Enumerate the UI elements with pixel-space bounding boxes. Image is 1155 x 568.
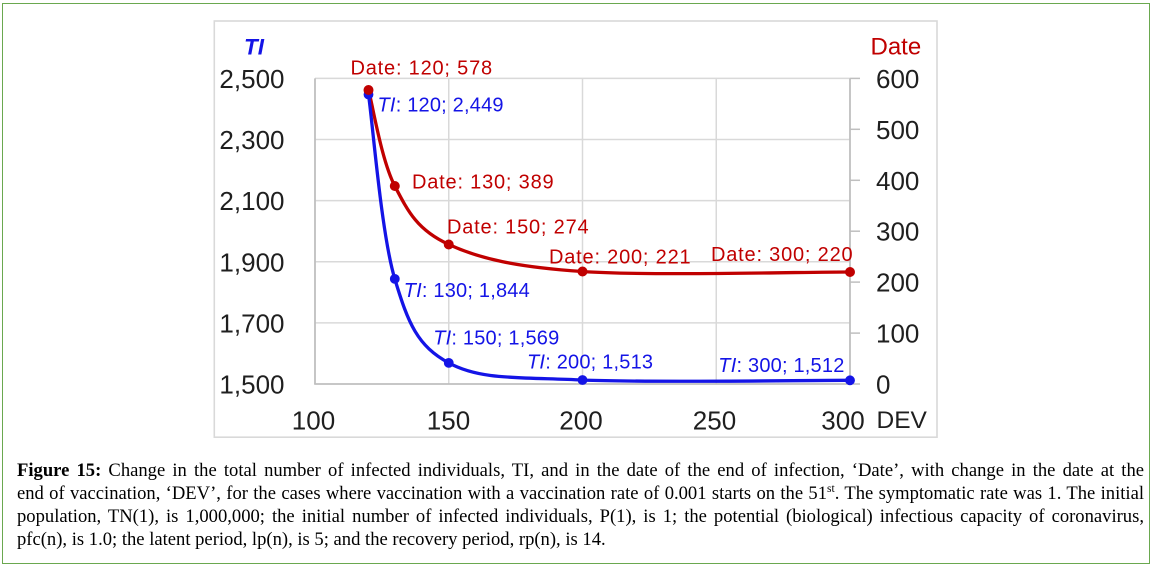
svg-text:Date: 150; 274: Date: 150; 274 <box>447 216 589 238</box>
svg-text:100: 100 <box>876 319 919 349</box>
svg-text:2,300: 2,300 <box>219 125 284 155</box>
svg-text:250: 250 <box>693 406 736 436</box>
svg-text:TI: 200; 1,513: TI: 200; 1,513 <box>527 351 653 373</box>
svg-text:500: 500 <box>876 115 919 145</box>
svg-text:TI: 300; 1,512: TI: 300; 1,512 <box>718 355 844 377</box>
svg-text:Date: 120; 578: Date: 120; 578 <box>351 58 493 80</box>
svg-text:DEV: DEV <box>877 407 928 434</box>
svg-text:Date: 200; 221: Date: 200; 221 <box>549 246 691 268</box>
svg-text:400: 400 <box>876 166 919 196</box>
svg-text:Date: 300; 220: Date: 300; 220 <box>711 244 853 266</box>
svg-text:1,900: 1,900 <box>219 247 284 277</box>
svg-text:1,700: 1,700 <box>219 308 284 338</box>
svg-text:Date: 130; 389: Date: 130; 389 <box>412 172 554 194</box>
svg-text:2,100: 2,100 <box>219 186 284 216</box>
svg-text:TI: 130; 1,844: TI: 130; 1,844 <box>404 280 530 302</box>
svg-text:300: 300 <box>876 217 919 247</box>
svg-text:Date: Date <box>871 34 922 61</box>
svg-text:1,500: 1,500 <box>219 370 284 400</box>
svg-text:600: 600 <box>876 64 919 94</box>
svg-text:2,500: 2,500 <box>219 64 284 94</box>
svg-text:150: 150 <box>427 406 470 436</box>
svg-text:200: 200 <box>876 268 919 298</box>
svg-text:300: 300 <box>821 406 864 436</box>
svg-text:TI: 150; 1,569: TI: 150; 1,569 <box>433 328 559 350</box>
svg-text:TI: TI <box>244 35 265 60</box>
svg-text:TI: 120; 2,449: TI: 120; 2,449 <box>378 95 504 117</box>
svg-text:200: 200 <box>559 406 602 436</box>
svg-text:100: 100 <box>292 406 335 436</box>
svg-text:0: 0 <box>876 370 890 400</box>
